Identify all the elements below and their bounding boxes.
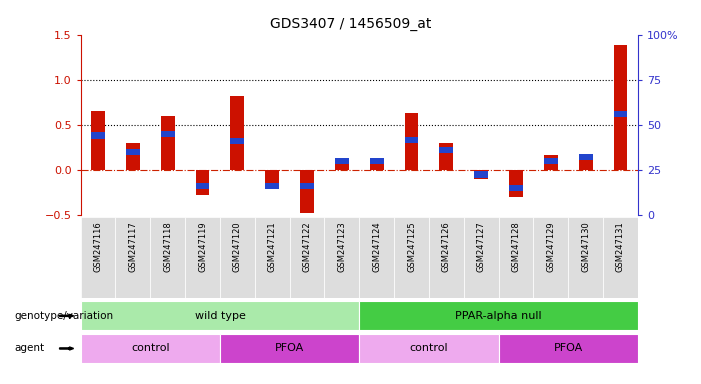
Bar (91, 111, 105, 170)
Bar (290, 217, 325, 298)
Bar (220, 217, 254, 298)
Bar (509, 185, 523, 191)
Bar (126, 143, 139, 170)
Bar (150, 217, 185, 298)
Bar (394, 217, 429, 298)
Bar (265, 170, 279, 185)
Text: GSM247130: GSM247130 (581, 221, 590, 272)
Text: agent: agent (14, 343, 44, 354)
Bar (335, 163, 349, 170)
Bar (533, 217, 569, 298)
Text: wild type: wild type (194, 311, 245, 321)
Bar (220, 334, 359, 363)
Bar (369, 161, 383, 170)
Bar (579, 156, 592, 170)
Bar (464, 217, 498, 298)
Text: PPAR-alpha null: PPAR-alpha null (455, 311, 542, 321)
Bar (569, 217, 603, 298)
Bar (359, 217, 394, 298)
Bar (474, 171, 488, 177)
Bar (509, 170, 523, 197)
Text: GSM247123: GSM247123 (337, 221, 346, 272)
Bar (498, 217, 533, 298)
Bar (404, 137, 418, 143)
Bar (231, 138, 245, 144)
Text: genotype/variation: genotype/variation (14, 311, 113, 321)
Bar (81, 334, 220, 363)
Bar (116, 217, 150, 298)
Bar (91, 132, 105, 139)
Bar (254, 217, 290, 298)
Bar (579, 154, 592, 161)
Bar (440, 143, 454, 170)
Text: GSM247128: GSM247128 (512, 221, 521, 272)
Bar (404, 113, 418, 170)
Bar (185, 217, 220, 298)
Text: GDS3407 / 1456509_at: GDS3407 / 1456509_at (270, 17, 431, 31)
Text: GSM247117: GSM247117 (128, 221, 137, 272)
Bar (359, 334, 498, 363)
Text: GSM247124: GSM247124 (372, 221, 381, 271)
Text: PFOA: PFOA (275, 343, 304, 354)
Bar (429, 217, 464, 298)
Text: GSM247125: GSM247125 (407, 221, 416, 271)
Bar (474, 170, 488, 179)
Text: control: control (131, 343, 170, 354)
Bar (369, 158, 383, 164)
Bar (81, 217, 116, 298)
Text: GSM247127: GSM247127 (477, 221, 486, 272)
Text: GSM247122: GSM247122 (303, 221, 311, 271)
Text: GSM247119: GSM247119 (198, 221, 207, 271)
Bar (265, 183, 279, 189)
Text: GSM247120: GSM247120 (233, 221, 242, 271)
Bar (603, 217, 638, 298)
Bar (161, 131, 175, 137)
Text: PFOA: PFOA (554, 343, 583, 354)
Bar (440, 147, 454, 153)
Bar (335, 158, 349, 164)
Bar (196, 183, 210, 189)
Bar (126, 149, 139, 155)
Bar (81, 301, 359, 330)
Bar (544, 158, 558, 164)
Text: GSM247126: GSM247126 (442, 221, 451, 272)
Text: GSM247129: GSM247129 (546, 221, 555, 271)
Bar (300, 183, 314, 189)
Bar (196, 170, 210, 195)
Bar (498, 334, 638, 363)
Text: GSM247118: GSM247118 (163, 221, 172, 272)
Bar (544, 156, 558, 170)
Text: GSM247116: GSM247116 (93, 221, 102, 272)
Bar (300, 170, 314, 213)
Bar (325, 217, 359, 298)
Text: GSM247131: GSM247131 (616, 221, 625, 272)
Bar (359, 301, 638, 330)
Bar (161, 116, 175, 170)
Bar (613, 111, 627, 117)
Text: control: control (409, 343, 448, 354)
Bar (613, 45, 627, 170)
Text: GSM247121: GSM247121 (268, 221, 277, 271)
Bar (231, 96, 245, 170)
